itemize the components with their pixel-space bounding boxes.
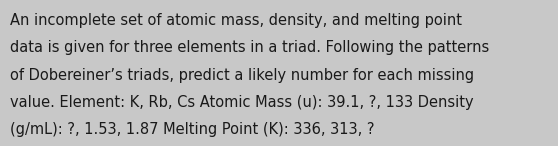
Text: (g/mL): ?, 1.53, 1.87 Melting Point (K): 336, 313, ?: (g/mL): ?, 1.53, 1.87 Melting Point (K):… [10,122,374,137]
Text: An incomplete set of atomic mass, density, and melting point: An incomplete set of atomic mass, densit… [10,13,462,28]
Text: data is given for three elements in a triad. Following the patterns: data is given for three elements in a tr… [10,40,489,55]
Text: value. Element: K, Rb, Cs Atomic Mass (u): 39.1, ?, 133 Density: value. Element: K, Rb, Cs Atomic Mass (u… [10,95,474,110]
Text: of Dobereiner’s triads, predict a likely number for each missing: of Dobereiner’s triads, predict a likely… [10,68,474,83]
